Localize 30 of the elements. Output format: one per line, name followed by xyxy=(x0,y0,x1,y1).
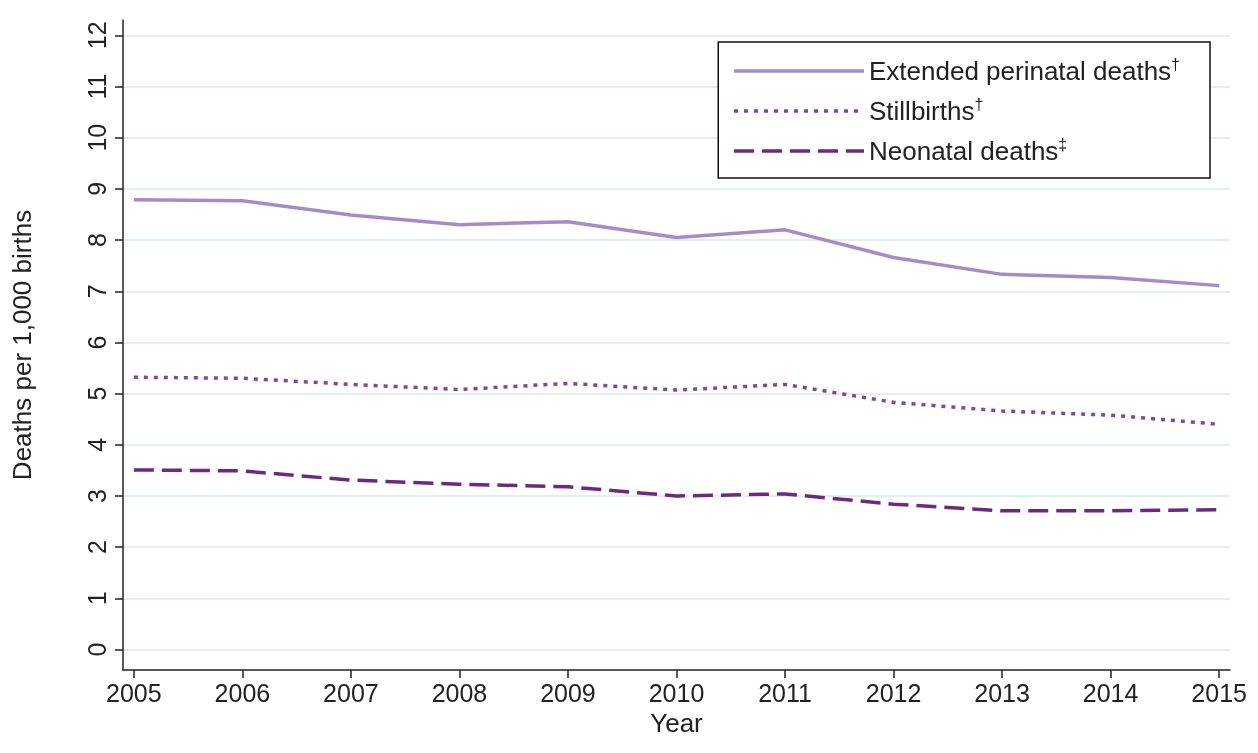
y-tick-label: 4 xyxy=(82,437,111,452)
x-tick-label: 2006 xyxy=(214,678,271,707)
legend-label: Extended perinatal deaths† xyxy=(868,55,1181,86)
y-tick-label: 7 xyxy=(82,284,111,299)
x-tick-label: 2012 xyxy=(865,678,922,707)
x-tick-label: 2014 xyxy=(1082,678,1139,707)
y-tick-label: 0 xyxy=(82,642,111,657)
y-tick-label: 12 xyxy=(82,21,111,50)
legend-label: Neonatal deaths‡ xyxy=(868,135,1068,166)
x-tick-label: 2011 xyxy=(758,678,812,707)
y-tick-label: 11 xyxy=(82,73,111,100)
y-axis-title: Deaths per 1,000 births xyxy=(7,209,37,481)
y-tick-label: 9 xyxy=(82,181,111,196)
x-tick-label: 2008 xyxy=(431,678,488,707)
y-tick-label: 8 xyxy=(82,233,111,248)
x-tick-label: 2009 xyxy=(540,678,596,707)
y-tick-label: 1 xyxy=(82,591,111,606)
legend-label: Stillbirths† xyxy=(868,95,984,126)
x-axis-title: Year xyxy=(650,708,704,738)
y-tick-label: 2 xyxy=(82,540,111,555)
y-tick-label: 6 xyxy=(82,335,111,350)
y-tick-label: 5 xyxy=(82,386,111,401)
x-tick-label: 2007 xyxy=(323,678,379,707)
line-series xyxy=(132,197,1221,288)
x-tick-label: 2005 xyxy=(106,678,162,707)
y-tick-label: 3 xyxy=(82,489,111,503)
x-tick-label: 2015 xyxy=(1191,678,1247,707)
y-tick-label: 10 xyxy=(82,123,111,152)
x-tick-label: 2013 xyxy=(974,678,1030,707)
x-tick-label: 2010 xyxy=(648,678,705,707)
